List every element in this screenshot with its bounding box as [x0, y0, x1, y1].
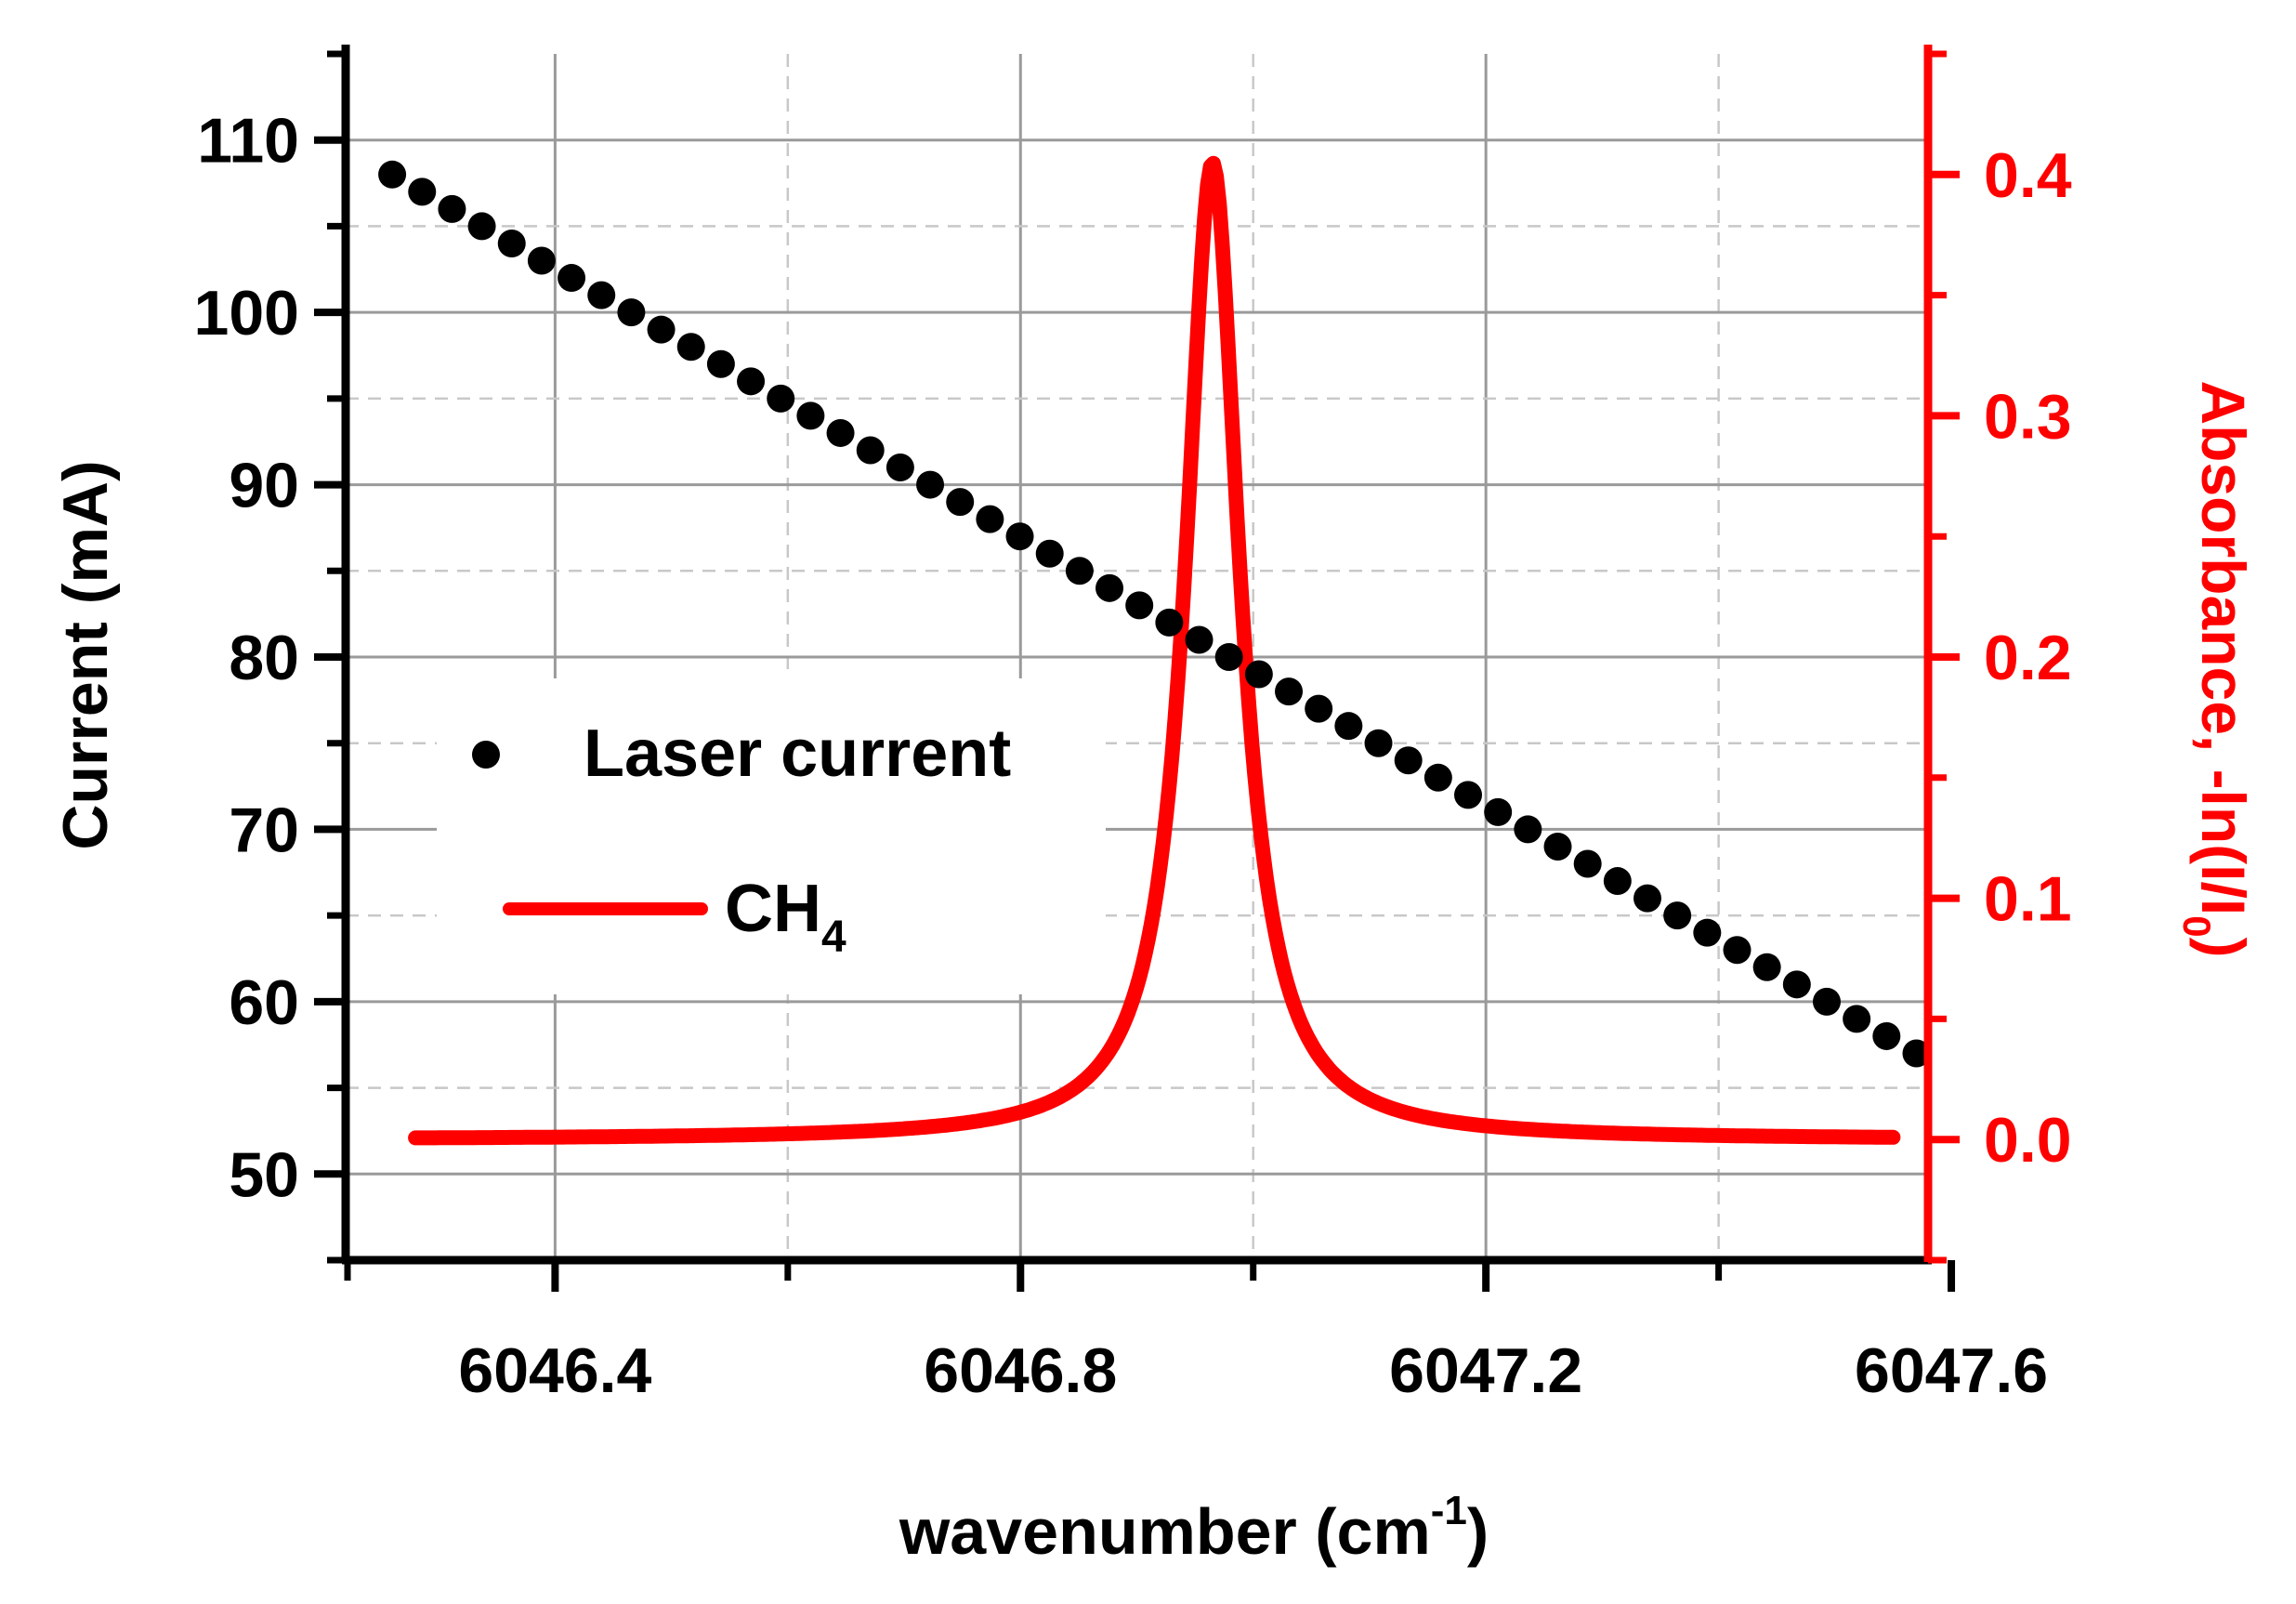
laser-current-point	[1424, 763, 1452, 792]
laser-current-point	[1663, 901, 1692, 930]
legend-label-ch4: CH4	[725, 872, 846, 962]
laser-current-point	[1454, 781, 1483, 809]
laser-current-point	[1902, 1039, 1931, 1068]
y-left-tick-label: 50	[229, 1139, 299, 1210]
y-left-tick-label: 70	[229, 795, 299, 865]
y-left-tick-label: 90	[229, 451, 299, 521]
laser-current-point	[856, 436, 885, 465]
laser-current-point	[886, 454, 914, 482]
x-tick-label: 6047.6	[1855, 1335, 2048, 1406]
laser-current-point	[587, 281, 616, 309]
laser-current-point	[1752, 953, 1781, 981]
laser-current-point	[467, 212, 496, 241]
laser-current-point	[1843, 1005, 1871, 1033]
laser-current-point	[676, 333, 705, 362]
laser-current-point	[1364, 729, 1393, 757]
laser-current-point	[1035, 539, 1064, 568]
axes	[314, 45, 1960, 1292]
laser-current-point	[558, 264, 586, 293]
laser-current-point	[976, 505, 1004, 533]
y-right-tick-label: 0.4	[1984, 140, 2072, 211]
laser-current-point	[737, 367, 766, 396]
x-tick-label: 6047.2	[1389, 1335, 1582, 1406]
svg-text:wavenumber (cm-1): wavenumber (cm-1)	[899, 1488, 1489, 1568]
laser-current-point	[1065, 557, 1094, 585]
laser-current-point	[1096, 573, 1124, 602]
laser-current-point	[1275, 677, 1304, 706]
laser-current-point	[916, 470, 945, 499]
y-right-tick-label: 0.3	[1984, 381, 2072, 452]
y-left-tick-label: 60	[229, 967, 299, 1038]
laser-current-point	[1633, 884, 1661, 913]
laser-current-point	[1514, 815, 1542, 844]
laser-current-point	[1872, 1021, 1901, 1050]
legend-dot-marker	[472, 741, 500, 769]
laser-current-point	[1334, 712, 1363, 741]
laser-current-point	[1782, 970, 1811, 999]
ch4-series	[408, 155, 1901, 1146]
laser-current-point	[796, 401, 825, 430]
laser-current-point	[408, 177, 437, 206]
laser-current-point	[1244, 660, 1273, 689]
svg-text:Absorbance, -ln(I/I0): Absorbance, -ln(I/I0)	[2175, 380, 2258, 957]
y-left-tick-label: 100	[194, 278, 299, 348]
y-left-tick-label: 110	[197, 106, 299, 177]
y-right-tick-label: 0.0	[1984, 1105, 2072, 1176]
laser-current-point	[1185, 625, 1214, 654]
laser-current-point	[767, 384, 795, 413]
laser-current-point	[438, 194, 466, 223]
x-tick-label: 6046.4	[458, 1335, 651, 1406]
y-left-tick-label: 80	[229, 623, 299, 693]
laser-current-point	[1214, 643, 1243, 671]
x-tick-label: 6046.8	[924, 1335, 1117, 1406]
laser-current-point	[1155, 608, 1184, 637]
laser-current-point	[378, 160, 407, 189]
laser-current-point	[1305, 694, 1333, 723]
laser-current-point	[497, 229, 526, 257]
laser-current-point	[1543, 832, 1572, 861]
grid-lines	[346, 54, 1928, 1260]
legend-background	[437, 678, 1106, 994]
laser-current-point	[706, 349, 735, 378]
legend-label-laser-current: Laser current	[584, 717, 1011, 791]
laser-current-point	[617, 298, 646, 327]
laser-current-point	[826, 418, 855, 447]
laser-current-point	[1603, 867, 1632, 896]
y-right-tick-label: 0.2	[1984, 623, 2072, 693]
y-axis-left-label: Current (mA)	[50, 460, 121, 849]
svg-text:Current (mA): Current (mA)	[50, 460, 121, 849]
y-axis-right-label: Absorbance, -ln(I/I0)	[2175, 380, 2258, 957]
laser-current-point	[1812, 987, 1841, 1016]
laser-current-point	[1693, 918, 1722, 947]
laser-current-point	[1005, 522, 1034, 551]
laser-current-point	[1394, 746, 1423, 775]
laser-current-point	[1125, 591, 1154, 620]
laser-current-point	[527, 246, 556, 275]
laser-current-point	[647, 315, 676, 344]
laser-current-point	[946, 488, 975, 517]
y-right-tick-label: 0.1	[1984, 864, 2072, 935]
tick-labels: 50 60 70 80 90 100 110 0.0 0.1 0.2 0.3 0.4 6046.4 604…	[194, 106, 2072, 1406]
laser-current-series	[378, 160, 1931, 1068]
ch4-absorbance-line	[408, 155, 1901, 1146]
laser-current-point	[1484, 797, 1513, 826]
laser-current-point	[1573, 849, 1602, 878]
legend: Laser current CH4	[437, 678, 1106, 994]
x-axis-label: wavenumber (cm-1)	[899, 1488, 1489, 1568]
laser-current-point	[1723, 936, 1752, 965]
